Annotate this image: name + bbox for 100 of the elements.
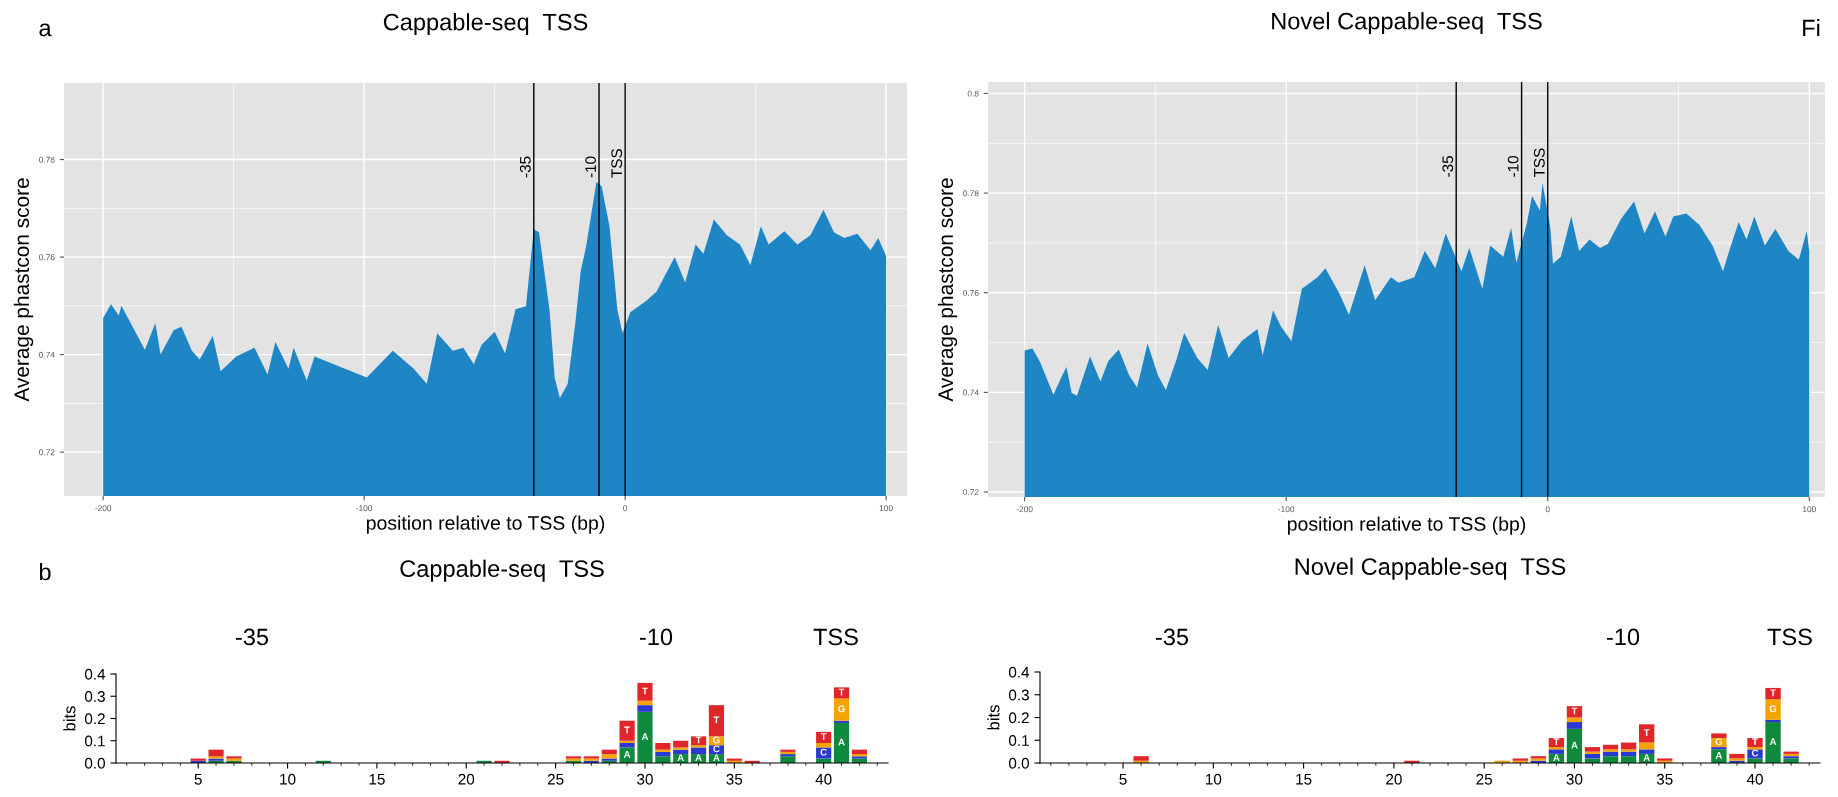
y-axis-title: bits — [987, 705, 1000, 730]
y-tick-label: 0.78 — [39, 156, 55, 163]
series-label: G — [713, 736, 720, 744]
text: a — [39, 23, 52, 37]
text: T — [838, 688, 845, 696]
x-tick-label: -200 — [1016, 506, 1033, 513]
y-tick-label: 0.0 — [1008, 757, 1029, 769]
bar — [833, 687, 850, 699]
text: TSS — [1767, 628, 1812, 646]
y-tick-label: 0.74 — [963, 389, 979, 396]
bar — [619, 720, 635, 741]
text: T — [1752, 738, 1758, 746]
bar — [637, 700, 653, 706]
y-tick-label: 0.1 — [1008, 735, 1029, 746]
x-tick-label: -100 — [1278, 506, 1295, 513]
y-tick-label: 0.76 — [39, 254, 55, 261]
y-axis-title: Average phastcon score — [13, 178, 34, 402]
x-tick-label: 30 — [637, 773, 653, 785]
text: C — [820, 748, 827, 756]
chart-title: Novel Cappable-seq TSS — [1272, 12, 1542, 35]
y-tick-label: 0.72 — [39, 449, 55, 456]
x-tick-label: 20 — [1386, 773, 1402, 785]
y-axis-title: Average phastcon score — [937, 178, 958, 402]
text: T — [713, 716, 720, 724]
y-tick-label: 0.3 — [84, 691, 105, 702]
bar — [619, 742, 635, 748]
x-tick-label: -100 — [356, 505, 373, 512]
text: A — [1769, 738, 1777, 746]
x-tick-label: 25 — [1476, 773, 1493, 785]
text: -10 — [639, 628, 673, 646]
bar — [1620, 749, 1637, 752]
bar — [1584, 747, 1601, 752]
bar — [619, 740, 635, 743]
bar — [1783, 758, 1799, 763]
ref-line-label: -10 — [1507, 155, 1519, 177]
bar — [1548, 749, 1565, 754]
x-tick-label: 10 — [1206, 773, 1222, 785]
y-tick-label: 0.3 — [1008, 689, 1029, 701]
bar — [690, 736, 707, 746]
x-tick-label: 30 — [1566, 773, 1583, 785]
x-axis-title: position relative to TSS (bp) — [1287, 516, 1526, 535]
bar — [1566, 728, 1583, 763]
x-tick-label: -200 — [95, 505, 112, 512]
bar — [833, 698, 850, 721]
bar — [1747, 737, 1763, 748]
x-tick-label: 0 — [1545, 506, 1550, 513]
chart-title: Novel Cappable-seq TSS — [1295, 557, 1566, 580]
y-tick-label: 0.2 — [1008, 712, 1029, 724]
x-tick-label: 35 — [1656, 773, 1673, 785]
bar — [833, 722, 850, 763]
x-tick-label: 15 — [1296, 773, 1312, 785]
y-tick-label: 0.0 — [84, 757, 105, 769]
bar — [1747, 749, 1763, 759]
y-tick-label: 0.4 — [1008, 666, 1030, 678]
text: T — [820, 733, 827, 740]
bar — [637, 711, 653, 763]
text: A — [1715, 752, 1723, 759]
bar — [619, 747, 635, 763]
bar — [816, 731, 832, 743]
text: A — [641, 733, 649, 740]
bar — [1747, 747, 1763, 750]
text: TSS — [813, 628, 858, 646]
series-label: T — [1553, 738, 1560, 746]
series-label: A — [677, 754, 684, 762]
bar — [1711, 733, 1727, 738]
chart-title: Cappable-seq TSS — [383, 13, 588, 36]
bar — [673, 747, 689, 750]
bar — [1711, 747, 1727, 750]
x-tick-label: 10 — [280, 773, 296, 785]
series-label: C — [713, 745, 720, 753]
x-axis-title: position relative to TSS (bp) — [366, 515, 605, 534]
y-tick-label: 0.78 — [963, 190, 979, 197]
x-tick-label: 100 — [1802, 506, 1816, 513]
series-label: G — [1715, 738, 1723, 746]
text: T — [1643, 729, 1650, 736]
bar — [1747, 758, 1763, 763]
y-axis-title: bits — [63, 706, 76, 731]
x-tick-label: 25 — [547, 773, 564, 785]
text: T — [1571, 707, 1578, 715]
bar — [1638, 749, 1655, 754]
y-tick-label: 0.2 — [84, 713, 105, 725]
y-tick-label: 0.72 — [963, 489, 979, 496]
x-tick-label: 0 — [623, 505, 628, 512]
text: Fi — [1803, 19, 1820, 37]
y-tick-label: 0.76 — [963, 289, 979, 296]
ref-line-label: TSS — [611, 148, 623, 178]
bar — [780, 756, 796, 763]
series-label: C — [1751, 749, 1759, 757]
y-tick-label: 0.74 — [39, 351, 55, 358]
bar — [601, 754, 617, 759]
bar — [1729, 753, 1745, 759]
bar — [1711, 749, 1727, 763]
ref-line-label: -35 — [1442, 156, 1454, 177]
text: -35 — [1155, 628, 1189, 646]
chart-title: Cappable-seq TSS — [400, 559, 604, 582]
text: b — [39, 562, 51, 581]
series-label: T — [695, 736, 702, 744]
y-tick-label: 0.4 — [84, 668, 106, 680]
bar — [708, 705, 725, 737]
x-tick-label: 40 — [815, 773, 832, 785]
